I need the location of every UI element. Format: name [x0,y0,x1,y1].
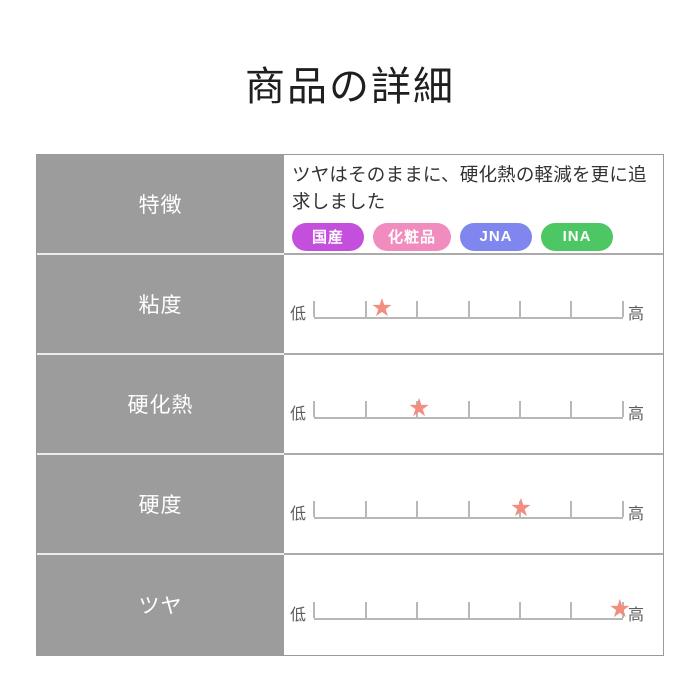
scale-cell: 低 ★ 高 [284,355,663,455]
scale-low-label: 低 [290,506,307,523]
feature-cell: ツヤはそのままに、硬化熱の軽減を更に追求しました 国産 化粧品 JNA INA [284,155,663,255]
scale-tick [518,401,521,417]
table-row-features: 特徴 ツヤはそのままに、硬化熱の軽減を更に追求しました 国産 化粧品 JNA I… [37,155,663,255]
scale-high-label: 高 [627,506,644,523]
scale-tick [364,301,367,317]
scale-tick [518,301,521,317]
scale-tick [364,602,367,618]
scale-tick [570,301,573,317]
scale-cell: 低 ★ 高 [284,255,663,355]
scale-tick [467,301,470,317]
scale-tick [364,401,367,417]
row-header-hardness: 硬度 [37,455,284,555]
scale-tick [416,602,418,618]
star-icon: ★ [608,595,632,623]
feature-description: ツヤはそのままに、硬化熱の軽減を更に追求しました [292,164,647,212]
table-row-viscosity: 粘度 低 ★ 高 [37,255,663,355]
rating-scale: 低 ★ 高 [290,597,644,624]
scale-line: ★ [313,597,631,622]
badge-jna: JNA [460,222,533,251]
scale-line: ★ [313,396,624,421]
scale-tick [467,602,470,618]
scale-tick [570,501,573,517]
scale-tick [570,602,573,618]
star-icon: ★ [407,394,431,422]
scale-tick [621,501,624,517]
scale-tick [313,501,316,517]
table-row-curing-heat: 硬化熱 低 ★ 高 [37,355,663,455]
row-header-curing-heat: 硬化熱 [37,355,284,455]
row-label: 粘度 [138,294,183,317]
row-header-gloss: ツヤ [37,555,284,655]
scale-tick [416,401,418,417]
page-title: 商品の詳細 [245,65,455,109]
scale-tick [313,401,316,417]
badge-ina: INA [541,222,614,251]
row-header-features: 特徴 [37,155,284,255]
badge-domestic: 国産 [292,222,364,251]
scale-tick [621,401,624,417]
scale-tick [416,301,418,317]
badge-list: 国産 化粧品 JNA INA [292,222,655,251]
scale-cell: 低 ★ 高 [284,455,663,555]
rating-scale: 低 ★ 高 [290,396,644,423]
scale-tick [570,401,573,417]
scale-line: ★ [313,496,624,521]
scale-high-label: 高 [627,306,644,323]
row-label: 硬度 [138,494,183,517]
scale-tick [313,602,316,618]
scale-tick [313,301,316,317]
scale-cell: 低 ★ 高 [284,555,663,655]
scale-tick [467,501,470,517]
row-header-viscosity: 粘度 [37,255,284,355]
scale-tick [621,602,624,618]
scale-tick [518,602,521,618]
scale-low-label: 低 [290,306,307,323]
badge-cosmetic: 化粧品 [373,222,452,251]
table-row-hardness: 硬度 低 ★ 高 [37,455,663,555]
star-icon: ★ [370,294,394,322]
table-row-gloss: ツヤ 低 ★ 高 [37,555,663,655]
scale-tick [621,301,624,317]
scale-tick [364,501,367,517]
row-label: 硬化熱 [127,394,194,417]
scale-high-label: 高 [627,406,644,423]
scale-tick [518,501,521,517]
scale-low-label: 低 [290,607,307,624]
star-icon: ★ [509,494,533,522]
product-detail-table: 特徴 ツヤはそのままに、硬化熱の軽減を更に追求しました 国産 化粧品 JNA I… [36,154,664,656]
row-label: ツヤ [138,595,183,618]
scale-tick [467,401,470,417]
rating-scale: 低 ★ 高 [290,296,644,323]
rating-scale: 低 ★ 高 [290,496,644,523]
scale-high-label: 高 [627,607,644,624]
scale-tick [416,501,418,517]
scale-low-label: 低 [290,406,307,423]
row-label: 特徴 [138,194,183,217]
scale-line: ★ [313,296,624,321]
